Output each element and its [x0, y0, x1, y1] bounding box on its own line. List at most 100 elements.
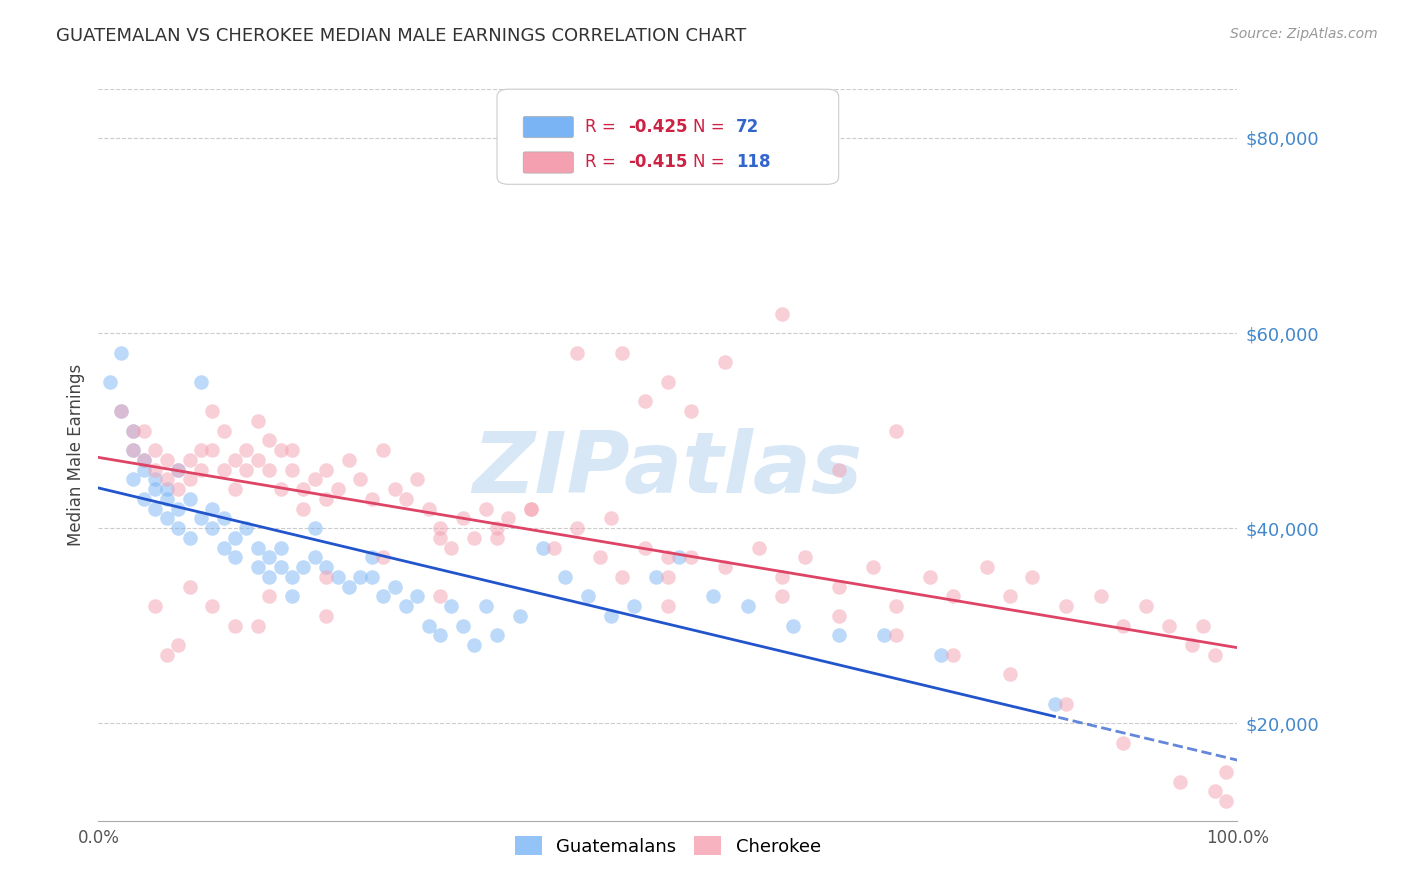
Point — [326, 482, 349, 496]
Point — [360, 491, 382, 506]
Point — [235, 462, 257, 476]
Point — [884, 424, 907, 438]
Point — [212, 541, 235, 555]
Point — [167, 482, 190, 496]
Point — [418, 618, 440, 632]
Point — [1181, 638, 1204, 652]
Point — [645, 570, 668, 584]
Point — [451, 511, 474, 525]
Point — [292, 501, 315, 516]
Point — [121, 424, 143, 438]
Point — [281, 462, 304, 476]
Point — [440, 541, 463, 555]
Point — [337, 452, 360, 467]
Point — [259, 462, 281, 476]
Point — [259, 590, 281, 604]
Point — [360, 570, 382, 584]
Point — [156, 482, 179, 496]
Point — [190, 511, 212, 525]
Point — [167, 638, 190, 652]
Point — [145, 443, 167, 458]
Point — [121, 443, 143, 458]
Point — [1043, 697, 1066, 711]
Point — [1021, 570, 1043, 584]
Point — [998, 590, 1021, 604]
Point — [702, 590, 724, 604]
Y-axis label: Median Male Earnings: Median Male Earnings — [66, 364, 84, 546]
Point — [929, 648, 952, 662]
Point — [292, 560, 315, 574]
Point — [429, 521, 451, 535]
Point — [179, 452, 201, 467]
Point — [576, 590, 599, 604]
Point — [371, 590, 394, 604]
Point — [657, 570, 679, 584]
Text: 72: 72 — [737, 118, 759, 136]
Point — [873, 628, 896, 642]
Point — [292, 482, 315, 496]
Point — [337, 580, 360, 594]
Point — [998, 667, 1021, 681]
Point — [440, 599, 463, 613]
Point — [224, 550, 246, 565]
Point — [737, 599, 759, 613]
Point — [132, 452, 155, 467]
Point — [235, 443, 257, 458]
Point — [770, 306, 793, 320]
Point — [201, 521, 224, 535]
Point — [748, 541, 770, 555]
Point — [145, 501, 167, 516]
Point — [679, 404, 702, 418]
Point — [145, 472, 167, 486]
Point — [212, 424, 235, 438]
Point — [167, 462, 190, 476]
Point — [98, 375, 121, 389]
Point — [1054, 599, 1078, 613]
Point — [349, 472, 371, 486]
Point — [543, 541, 565, 555]
Point — [304, 472, 326, 486]
Point — [179, 580, 201, 594]
Point — [531, 541, 554, 555]
FancyBboxPatch shape — [498, 89, 839, 185]
Point — [371, 550, 394, 565]
Point — [486, 531, 509, 545]
Point — [179, 472, 201, 486]
Point — [976, 560, 998, 574]
Point — [942, 648, 965, 662]
Point — [770, 590, 793, 604]
Point — [1170, 774, 1192, 789]
Point — [1215, 764, 1237, 779]
Point — [395, 491, 418, 506]
Point — [110, 404, 132, 418]
Point — [156, 452, 179, 467]
Point — [246, 560, 269, 574]
Point — [634, 394, 657, 409]
Point — [190, 462, 212, 476]
Point — [167, 501, 190, 516]
Point — [224, 482, 246, 496]
Text: -0.425: -0.425 — [628, 118, 688, 136]
Point — [326, 570, 349, 584]
Point — [1054, 697, 1078, 711]
Point — [121, 443, 143, 458]
Point — [259, 570, 281, 584]
FancyBboxPatch shape — [523, 117, 574, 137]
Point — [1192, 618, 1215, 632]
Point — [714, 355, 737, 369]
Point — [246, 452, 269, 467]
Point — [167, 462, 190, 476]
Point — [770, 570, 793, 584]
Point — [668, 550, 690, 565]
Point — [384, 482, 406, 496]
Point — [132, 491, 155, 506]
Point — [201, 404, 224, 418]
Point — [349, 570, 371, 584]
Point — [201, 501, 224, 516]
Point — [1204, 784, 1226, 798]
Point — [463, 638, 485, 652]
Point — [463, 531, 485, 545]
Point — [429, 531, 451, 545]
Point — [179, 531, 201, 545]
Point — [304, 521, 326, 535]
